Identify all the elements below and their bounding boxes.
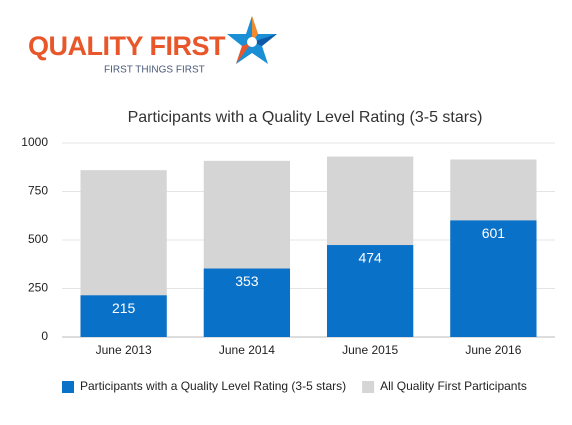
y-tick-label: 250 — [28, 281, 48, 295]
bar — [326, 245, 414, 337]
legend-label: All Quality First Participants — [380, 379, 527, 393]
y-tick-label: 0 — [41, 329, 48, 343]
y-tick-label: 500 — [28, 232, 48, 246]
legend-swatch — [362, 381, 375, 393]
logo-name: QUALITY FIRST — [28, 31, 226, 61]
bar — [80, 295, 167, 337]
legend-label: Participants with a Quality Level Rating… — [80, 379, 346, 393]
x-tick-label: June 2014 — [219, 343, 275, 357]
x-tick-label: June 2015 — [342, 343, 398, 357]
data-label: 215 — [112, 300, 136, 316]
chart-title: Participants with a Quality Level Rating… — [128, 109, 483, 126]
y-tick-label: 1000 — [21, 135, 48, 149]
bar — [203, 268, 291, 337]
data-label: 474 — [358, 250, 382, 266]
logo-tagline: FIRST THINGS FIRST — [104, 65, 205, 76]
logo-star — [227, 16, 277, 64]
x-tick-label: June 2013 — [96, 343, 152, 357]
y-tick-label: 750 — [28, 184, 48, 198]
bar — [450, 220, 537, 337]
legend-swatch — [62, 381, 74, 393]
x-tick-label: June 2016 — [465, 343, 521, 357]
data-label: 353 — [235, 273, 259, 289]
data-label: 601 — [482, 225, 506, 241]
